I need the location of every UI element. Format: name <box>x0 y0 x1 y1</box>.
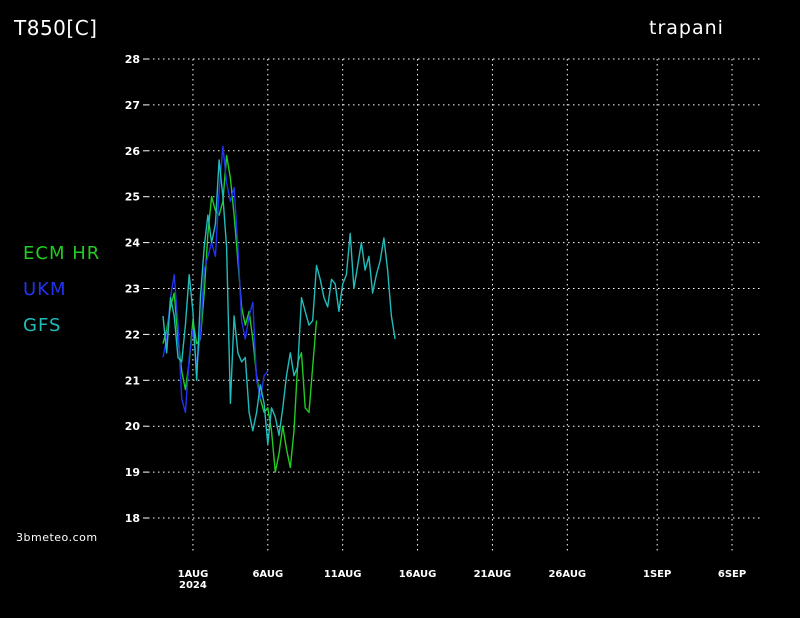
x-tick-label: 21AUG <box>474 569 512 580</box>
x-tick-label: 6AUG <box>252 569 283 580</box>
x-tick-label: 1SEP <box>643 569 671 580</box>
y-tick-label: 26 <box>125 145 141 158</box>
x-tick-label: 6SEP <box>718 569 746 580</box>
series-line-ukm <box>162 145 269 414</box>
series-line-gfs <box>162 159 396 446</box>
x-tick-label: 16AUG <box>399 569 437 580</box>
x-tick-label: 1AUG <box>178 569 209 580</box>
y-tick-label: 23 <box>125 283 140 296</box>
y-tick-label: 21 <box>125 374 140 387</box>
credit-text: 3bmeteo.com <box>16 531 98 544</box>
legend-item-ukm: UKM <box>23 279 67 300</box>
chart-title: T850[C] <box>14 16 98 40</box>
x-tick-label: 26AUG <box>548 569 586 580</box>
location-label: trapani <box>649 17 724 39</box>
y-tick-label: 24 <box>125 237 141 250</box>
x-tick-label: 11AUG <box>324 569 362 580</box>
y-tick-label: 25 <box>125 191 140 204</box>
y-tick-label: 19 <box>125 466 140 479</box>
x-tick-sublabel: 2024 <box>179 580 207 591</box>
y-tick-label: 20 <box>125 420 141 433</box>
y-tick-label: 22 <box>125 328 140 341</box>
y-tick-label: 28 <box>125 53 140 66</box>
y-tick-label: 27 <box>125 99 140 112</box>
y-tick-label: 18 <box>125 512 140 525</box>
legend-item-gfs: GFS <box>23 315 62 336</box>
legend-item-ecm-hr: ECM HR <box>23 243 101 264</box>
